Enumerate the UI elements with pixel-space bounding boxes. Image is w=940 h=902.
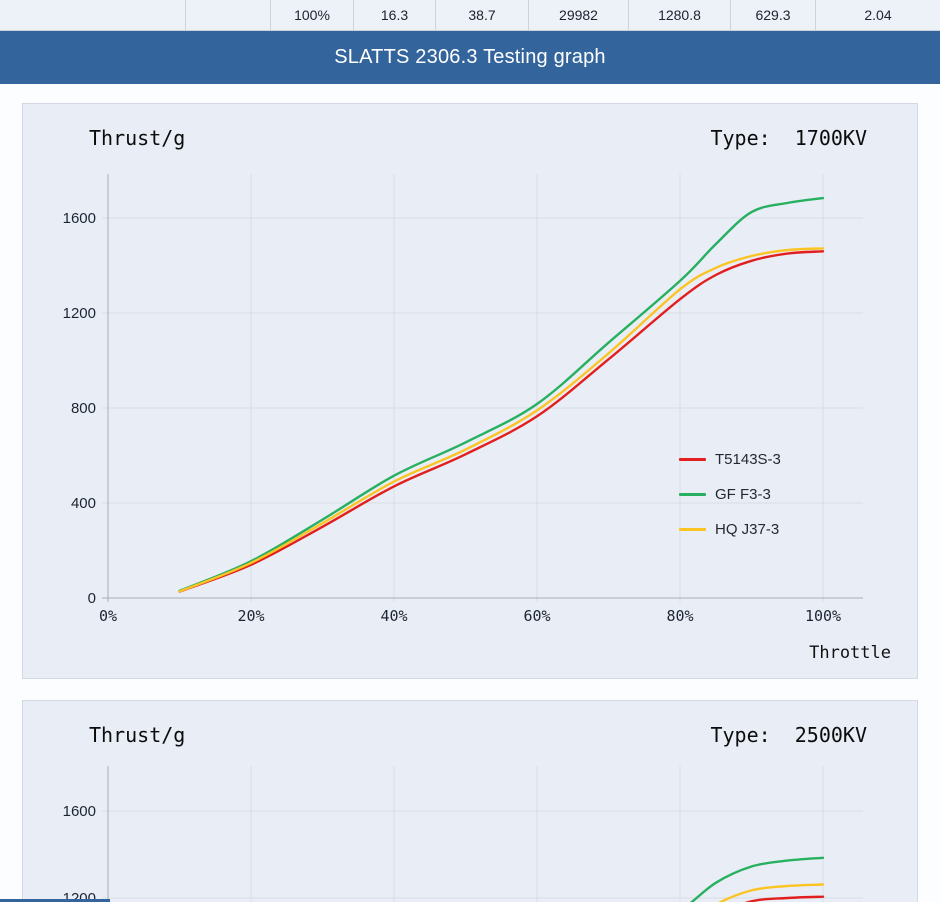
y-tick-label: 400	[71, 495, 96, 512]
chart-canvas: 0 400 800 1200 1600 0% 20% 40% 60% 80% 100% Throttl…	[63, 174, 891, 663]
y-tick-label: 800	[71, 400, 96, 417]
x-tick-label: 80%	[666, 607, 693, 625]
legend-label: T5143S-3	[715, 450, 781, 468]
legend-label: GF F3-3	[715, 485, 771, 503]
table-cell[interactable]: 2.04	[815, 0, 940, 30]
table-cell[interactable]: 29982	[528, 0, 628, 30]
series-line-GF F3-3	[178, 196, 825, 593]
table-cell[interactable]: 629.3	[730, 0, 815, 30]
y-tick-label: 1600	[63, 210, 96, 227]
next-title-bar-partial	[0, 899, 110, 902]
chart-panel-2500kv[interactable]: Thrust/g Type: 2500KV 0400800120016000%2…	[22, 700, 918, 902]
legend-item: HQ J37-3	[679, 518, 781, 540]
y-tick-label: 0	[88, 590, 96, 607]
x-tick-label: 20%	[237, 607, 264, 625]
table-cell[interactable]	[0, 0, 185, 30]
chart-type-label: Type: 2500KV	[710, 723, 867, 747]
chart-panel-1700kv[interactable]: Thrust/g Type: 1700KV 0 400 800 1200 1600 0% 2…	[22, 103, 918, 679]
sheet-title: SLATTS 2306.3 Testing graph	[334, 46, 606, 68]
series-line-T5143S-3	[744, 895, 825, 902]
spreadsheet-data-row: 100% 16.3 38.7 29982 1280.8 629.3 2.04	[0, 0, 940, 31]
series-line-GF F3-3	[689, 856, 825, 902]
y-tick-label: 1200	[63, 305, 96, 322]
legend-item: GF F3-3	[679, 483, 781, 505]
chart-legend: T5143S-3 GF F3-3 HQ J37-3	[679, 448, 781, 553]
x-tick-label: 40%	[380, 607, 407, 625]
series-line-HQ J37-3	[718, 883, 825, 902]
chart-title: Thrust/g	[89, 126, 186, 150]
legend-label: HQ J37-3	[715, 520, 780, 538]
x-axis-title: Throttle	[809, 643, 891, 663]
chart-title: Thrust/g	[89, 723, 186, 747]
table-cell[interactable]	[185, 0, 270, 30]
chart-canvas: 0400800120016000%20%40%60%80%100%Throttl…	[63, 766, 863, 902]
x-tick-label: 0%	[99, 607, 117, 625]
series-line-T5143S-3	[178, 250, 825, 593]
table-cell[interactable]: 1280.8	[628, 0, 730, 30]
table-cell[interactable]: 100%	[270, 0, 353, 30]
legend-swatch-icon	[679, 492, 706, 496]
legend-swatch-icon	[679, 527, 706, 531]
legend-swatch-icon	[679, 457, 706, 461]
x-tick-label: 60%	[523, 607, 550, 625]
x-tick-label: 100%	[805, 607, 841, 625]
table-cell[interactable]: 16.3	[353, 0, 435, 30]
sheet-title-bar: SLATTS 2306.3 Testing graph	[0, 31, 940, 84]
table-cell[interactable]: 38.7	[435, 0, 528, 30]
series-line-HQ J37-3	[178, 247, 825, 593]
chart-type-label: Type: 1700KV	[710, 126, 867, 150]
y-tick-label: 1600	[63, 803, 96, 820]
legend-item: T5143S-3	[679, 448, 781, 470]
